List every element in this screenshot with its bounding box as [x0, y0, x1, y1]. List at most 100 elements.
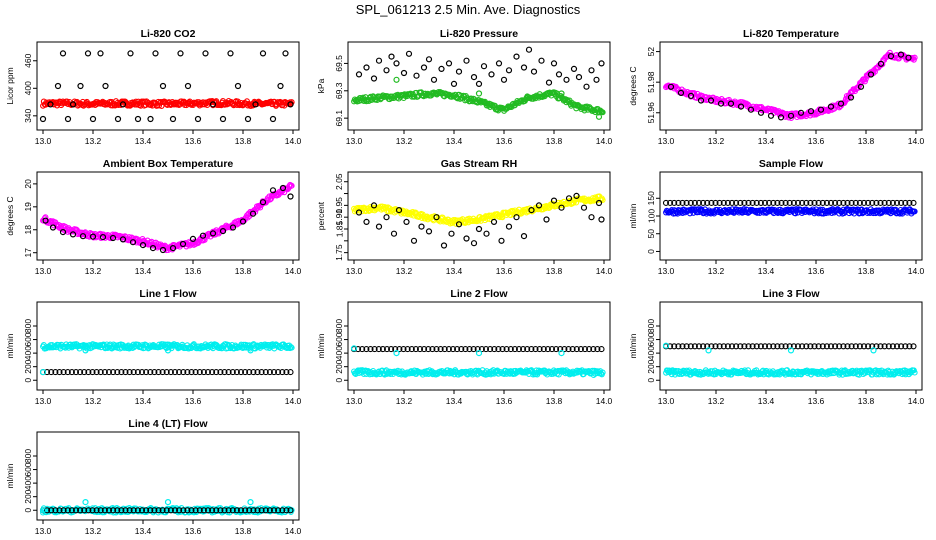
data-point-samples: [741, 343, 748, 350]
y-tick-label: 0: [334, 378, 344, 383]
x-tick-label: 13.8: [858, 396, 875, 406]
data-point-samples: [577, 346, 584, 353]
data-point-samples: [110, 507, 117, 514]
data-point-samples: [455, 221, 463, 228]
data-point-samples: [902, 343, 909, 350]
data-point-samples: [127, 50, 134, 57]
y-axis-label: percent: [316, 201, 326, 230]
data-point-samples: [437, 346, 444, 353]
data-point-samples: [520, 346, 527, 353]
data-point-samples: [246, 369, 253, 376]
data-point-samples: [561, 346, 568, 353]
data-point-samples: [728, 199, 736, 206]
panel-title: Ambient Box Temperature: [103, 158, 234, 170]
data-point-samples: [433, 214, 440, 221]
data-point-samples: [85, 507, 92, 514]
y-tick-label: 200: [23, 489, 33, 503]
data-point-samples: [598, 216, 605, 223]
x-tick-label: 13.0: [35, 526, 52, 536]
data-point-samples: [269, 115, 277, 123]
data-point-samples: [44, 369, 51, 376]
data-point-samples: [252, 101, 259, 108]
data-point-samples: [367, 346, 374, 353]
x-tick-label: 13.6: [808, 136, 825, 146]
data-point-samples: [188, 369, 195, 376]
data-point-outliers: [247, 499, 254, 506]
data-point-samples: [463, 57, 470, 64]
data-point-samples: [856, 199, 863, 206]
data-point-samples: [707, 97, 715, 104]
data-point-samples: [550, 60, 558, 67]
data-point-samples: [79, 233, 87, 240]
data-point-samples: [275, 369, 282, 376]
data-point-samples: [138, 369, 146, 376]
data-point-samples: [445, 60, 453, 67]
data-point-samples: [598, 346, 605, 353]
data-point-samples: [671, 343, 678, 350]
data-point-samples: [530, 68, 538, 75]
data-point-samples: [383, 67, 390, 74]
data-point-average: [911, 369, 918, 376]
data-point-outliers: [39, 369, 47, 376]
y-tick-label: 20: [23, 179, 33, 189]
data-point-samples: [708, 343, 715, 350]
data-point-samples: [580, 204, 588, 211]
data-point-samples: [119, 236, 127, 243]
y-tick-label: 200: [334, 359, 344, 373]
data-point-samples: [363, 346, 370, 353]
data-point-samples: [171, 507, 179, 514]
x-tick-label: 13.8: [235, 136, 252, 146]
data-point-outliers: [558, 90, 565, 97]
data-point-samples: [761, 199, 769, 206]
data-point-samples: [532, 346, 539, 353]
data-point-samples: [262, 507, 269, 514]
data-point-samples: [573, 346, 580, 353]
data-point-samples: [167, 507, 174, 514]
x-tick-label: 13.0: [35, 396, 52, 406]
panel-title: Gas Stream RH: [441, 158, 517, 170]
data-point-samples: [413, 72, 420, 79]
y-tick-label: 340: [23, 108, 33, 122]
data-point-samples: [221, 507, 228, 514]
data-point-samples: [155, 507, 162, 514]
data-point-samples: [418, 223, 425, 230]
data-point-samples: [697, 97, 705, 104]
data-point-samples: [169, 245, 177, 252]
y-tick-label: 69.1: [334, 110, 344, 127]
data-point-average: [599, 109, 606, 116]
data-point-samples: [774, 343, 781, 350]
data-point-samples: [478, 346, 485, 353]
data-point-samples: [269, 187, 277, 194]
data-point-samples: [122, 507, 129, 514]
data-point-samples: [483, 230, 490, 237]
data-point-samples: [138, 507, 146, 514]
data-point-samples: [370, 202, 378, 209]
data-point-samples: [102, 82, 109, 90]
data-point-samples: [737, 343, 744, 350]
data-point-samples: [44, 507, 51, 514]
data-point-samples: [836, 199, 843, 206]
data-point-samples: [383, 214, 390, 221]
data-point-samples: [52, 507, 59, 514]
data-point-samples: [114, 507, 121, 514]
data-point-samples: [425, 346, 432, 353]
data-point-samples: [244, 115, 252, 123]
data-point-samples: [438, 65, 445, 73]
data-point-samples: [524, 346, 531, 353]
plot-frame: [36, 171, 300, 261]
data-point-samples: [852, 343, 859, 350]
data-point-samples: [77, 369, 84, 376]
x-tick-label: 13.8: [546, 396, 563, 406]
data-point-samples: [101, 507, 108, 514]
data-point-samples: [881, 199, 888, 206]
data-point-samples: [877, 199, 884, 206]
data-point-outliers: [164, 499, 172, 506]
data-point-samples: [93, 369, 100, 376]
data-point-samples: [416, 346, 424, 353]
x-tick-label: 14.0: [908, 266, 925, 276]
data-point-samples: [450, 80, 458, 88]
data-point-samples: [528, 346, 535, 353]
data-point-samples: [728, 343, 736, 350]
data-point-samples: [505, 67, 513, 74]
data-point-samples: [807, 199, 814, 206]
